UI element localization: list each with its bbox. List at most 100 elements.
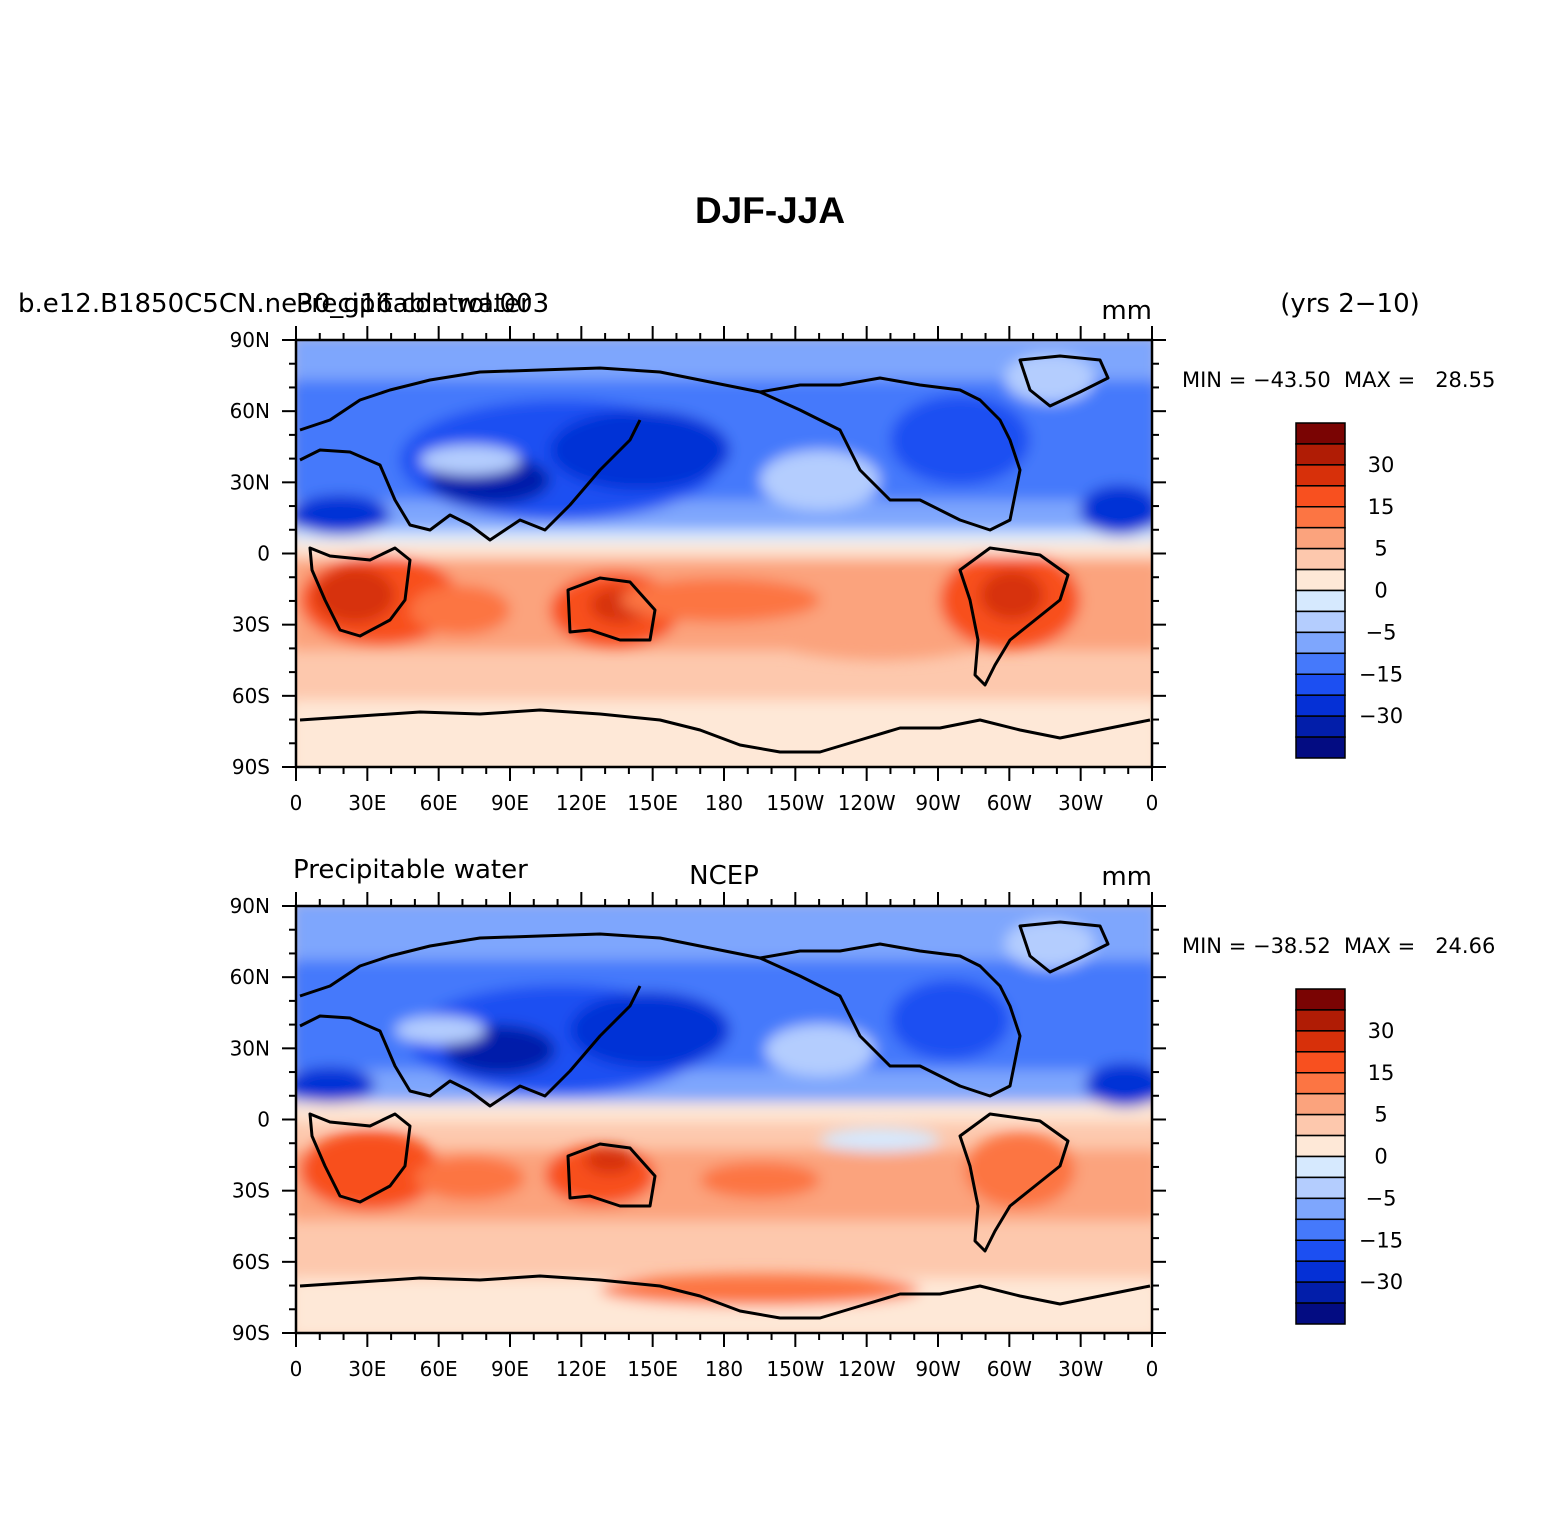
colorbar-swatch <box>1295 631 1346 655</box>
y-tick-label: 0 <box>257 542 270 566</box>
colorbar: 30 15 5 0 −5 −15 −30 <box>1295 988 1403 1325</box>
x-tick-label: 30W <box>1058 1357 1103 1381</box>
panel-left-label: b.e12.B1850C5CN.ne30_g16.control.003 <box>18 289 549 319</box>
colorbar-swatch <box>1295 464 1346 487</box>
y-tick-label: 90S <box>232 755 270 779</box>
colorbar-label: 15 <box>1368 495 1395 519</box>
x-tick-label: 0 <box>290 791 303 815</box>
colorbar-swatch <box>1295 1092 1346 1116</box>
x-tick-label: 120E <box>556 1357 607 1381</box>
colorbar-label: 0 <box>1374 1145 1387 1169</box>
y-tick-label: 60N <box>230 399 270 423</box>
colorbar-swatch <box>1295 506 1346 529</box>
y-tick-label: 60S <box>232 1250 270 1274</box>
panel-center-label: NCEP <box>689 861 759 891</box>
x-tick-label: 0 <box>290 1357 303 1381</box>
panel-units-label: mm <box>1101 862 1152 892</box>
y-tick-label: 0 <box>257 1108 270 1132</box>
colorbar-swatch <box>1295 1197 1346 1221</box>
colorbar-label: 5 <box>1374 537 1387 561</box>
colorbar-swatch <box>1295 485 1346 508</box>
x-tick-label: 150W <box>766 791 824 815</box>
y-tick-label: 60N <box>230 965 270 989</box>
colorbar-swatch <box>1295 422 1346 445</box>
colorbar-label: 0 <box>1374 579 1387 603</box>
y-tick-label: 30S <box>232 1179 270 1203</box>
x-tick-labels: 0 30E 60E 90E 120E 150E 180 150W 120W 90W 60W 30W 0 <box>290 791 1159 815</box>
colorbar-label: −5 <box>1366 620 1397 644</box>
map-plot <box>296 340 1152 767</box>
x-tick-label: 0 <box>1146 791 1159 815</box>
panel-model: b.e12.B1850C5CN.ne30_g16.control.003 Pre… <box>18 289 1495 815</box>
colorbar-swatch <box>1295 1218 1346 1241</box>
panel-right-label: (yrs 2−10) <box>1280 289 1420 319</box>
y-tick-label: 30N <box>230 470 270 494</box>
colorbar-swatch <box>1295 1134 1346 1158</box>
x-tick-label: 120W <box>838 791 896 815</box>
map-plot <box>296 906 1152 1333</box>
colorbar-label: −30 <box>1359 704 1403 728</box>
coastline-outlines <box>299 354 1151 754</box>
colorbar-swatch <box>1295 988 1346 1011</box>
x-tick-marks <box>295 892 1153 1347</box>
y-tick-label: 60S <box>232 684 270 708</box>
panel-units-label: mm <box>1101 296 1152 326</box>
x-tick-labels: 0 30E 60E 90E 120E 150E 180 150W 120W 90W 60W 30W 0 <box>290 1357 1159 1381</box>
colorbar-swatch <box>1295 1302 1346 1325</box>
colorbar-swatch <box>1295 715 1346 738</box>
colorbar-swatch <box>1295 673 1346 696</box>
colorbar-label: 5 <box>1374 1103 1387 1127</box>
x-tick-marks <box>295 326 1153 781</box>
y-tick-marks <box>282 339 1166 768</box>
colorbar-swatch <box>1295 694 1346 717</box>
panel-obs: Precipitable water NCEP mm MIN = −38.52 … <box>230 855 1496 1381</box>
x-tick-label: 180 <box>705 791 743 815</box>
colorbar-swatch <box>1295 1155 1346 1179</box>
colorbar-swatch <box>1295 1176 1346 1200</box>
colorbar-swatch <box>1295 1281 1346 1304</box>
y-tick-label: 30S <box>232 613 270 637</box>
colorbar-label: −15 <box>1359 1228 1403 1252</box>
y-tick-label: 30N <box>230 1036 270 1060</box>
x-tick-label: 180 <box>705 1357 743 1381</box>
colorbar-swatch <box>1295 547 1346 571</box>
colorbar: 30 15 5 0 −5 −15 −30 <box>1295 422 1403 759</box>
colorbar-swatch <box>1295 1051 1346 1074</box>
colorbar-swatch <box>1295 610 1346 634</box>
x-tick-label: 150E <box>627 1357 678 1381</box>
y-tick-label: 90N <box>230 328 270 352</box>
y-tick-marks <box>282 905 1166 1334</box>
x-tick-label: 60W <box>987 1357 1032 1381</box>
colorbar-swatch <box>1295 652 1346 675</box>
colorbar-swatch <box>1295 568 1346 592</box>
y-tick-labels: 90N 60N 30N 0 30S 60S 90S <box>230 328 270 779</box>
colorbar-label: 15 <box>1368 1061 1395 1085</box>
figure-title: DJF-JJA <box>695 190 845 231</box>
precip-field <box>296 340 1152 767</box>
x-tick-label: 30E <box>348 1357 386 1381</box>
panel-left-label: Precipitable water <box>293 855 528 885</box>
x-tick-label: 0 <box>1146 1357 1159 1381</box>
x-tick-label: 90E <box>491 1357 529 1381</box>
min-max-label: MIN = −38.52 MAX = 24.66 <box>1182 934 1495 958</box>
x-tick-label: 60E <box>420 791 458 815</box>
x-tick-label: 150W <box>766 1357 824 1381</box>
x-tick-label: 30W <box>1058 791 1103 815</box>
y-tick-labels: 90N 60N 30N 0 30S 60S 90S <box>230 894 270 1345</box>
x-tick-label: 90E <box>491 791 529 815</box>
x-tick-label: 60W <box>987 791 1032 815</box>
x-tick-label: 30E <box>348 791 386 815</box>
colorbar-swatch <box>1295 736 1346 759</box>
colorbar-swatch <box>1295 1072 1346 1095</box>
precip-field <box>296 906 1152 1333</box>
coastline-outlines <box>299 920 1151 1320</box>
x-tick-label: 120E <box>556 791 607 815</box>
colorbar-label: −30 <box>1359 1270 1403 1294</box>
colorbar-swatch <box>1295 526 1346 550</box>
panel-overlay-label: Precipitable water <box>296 289 531 319</box>
colorbar-swatch <box>1295 1009 1346 1032</box>
colorbar-swatch <box>1295 1239 1346 1262</box>
colorbar-swatch <box>1295 589 1346 613</box>
colorbar-swatch <box>1295 1113 1346 1137</box>
